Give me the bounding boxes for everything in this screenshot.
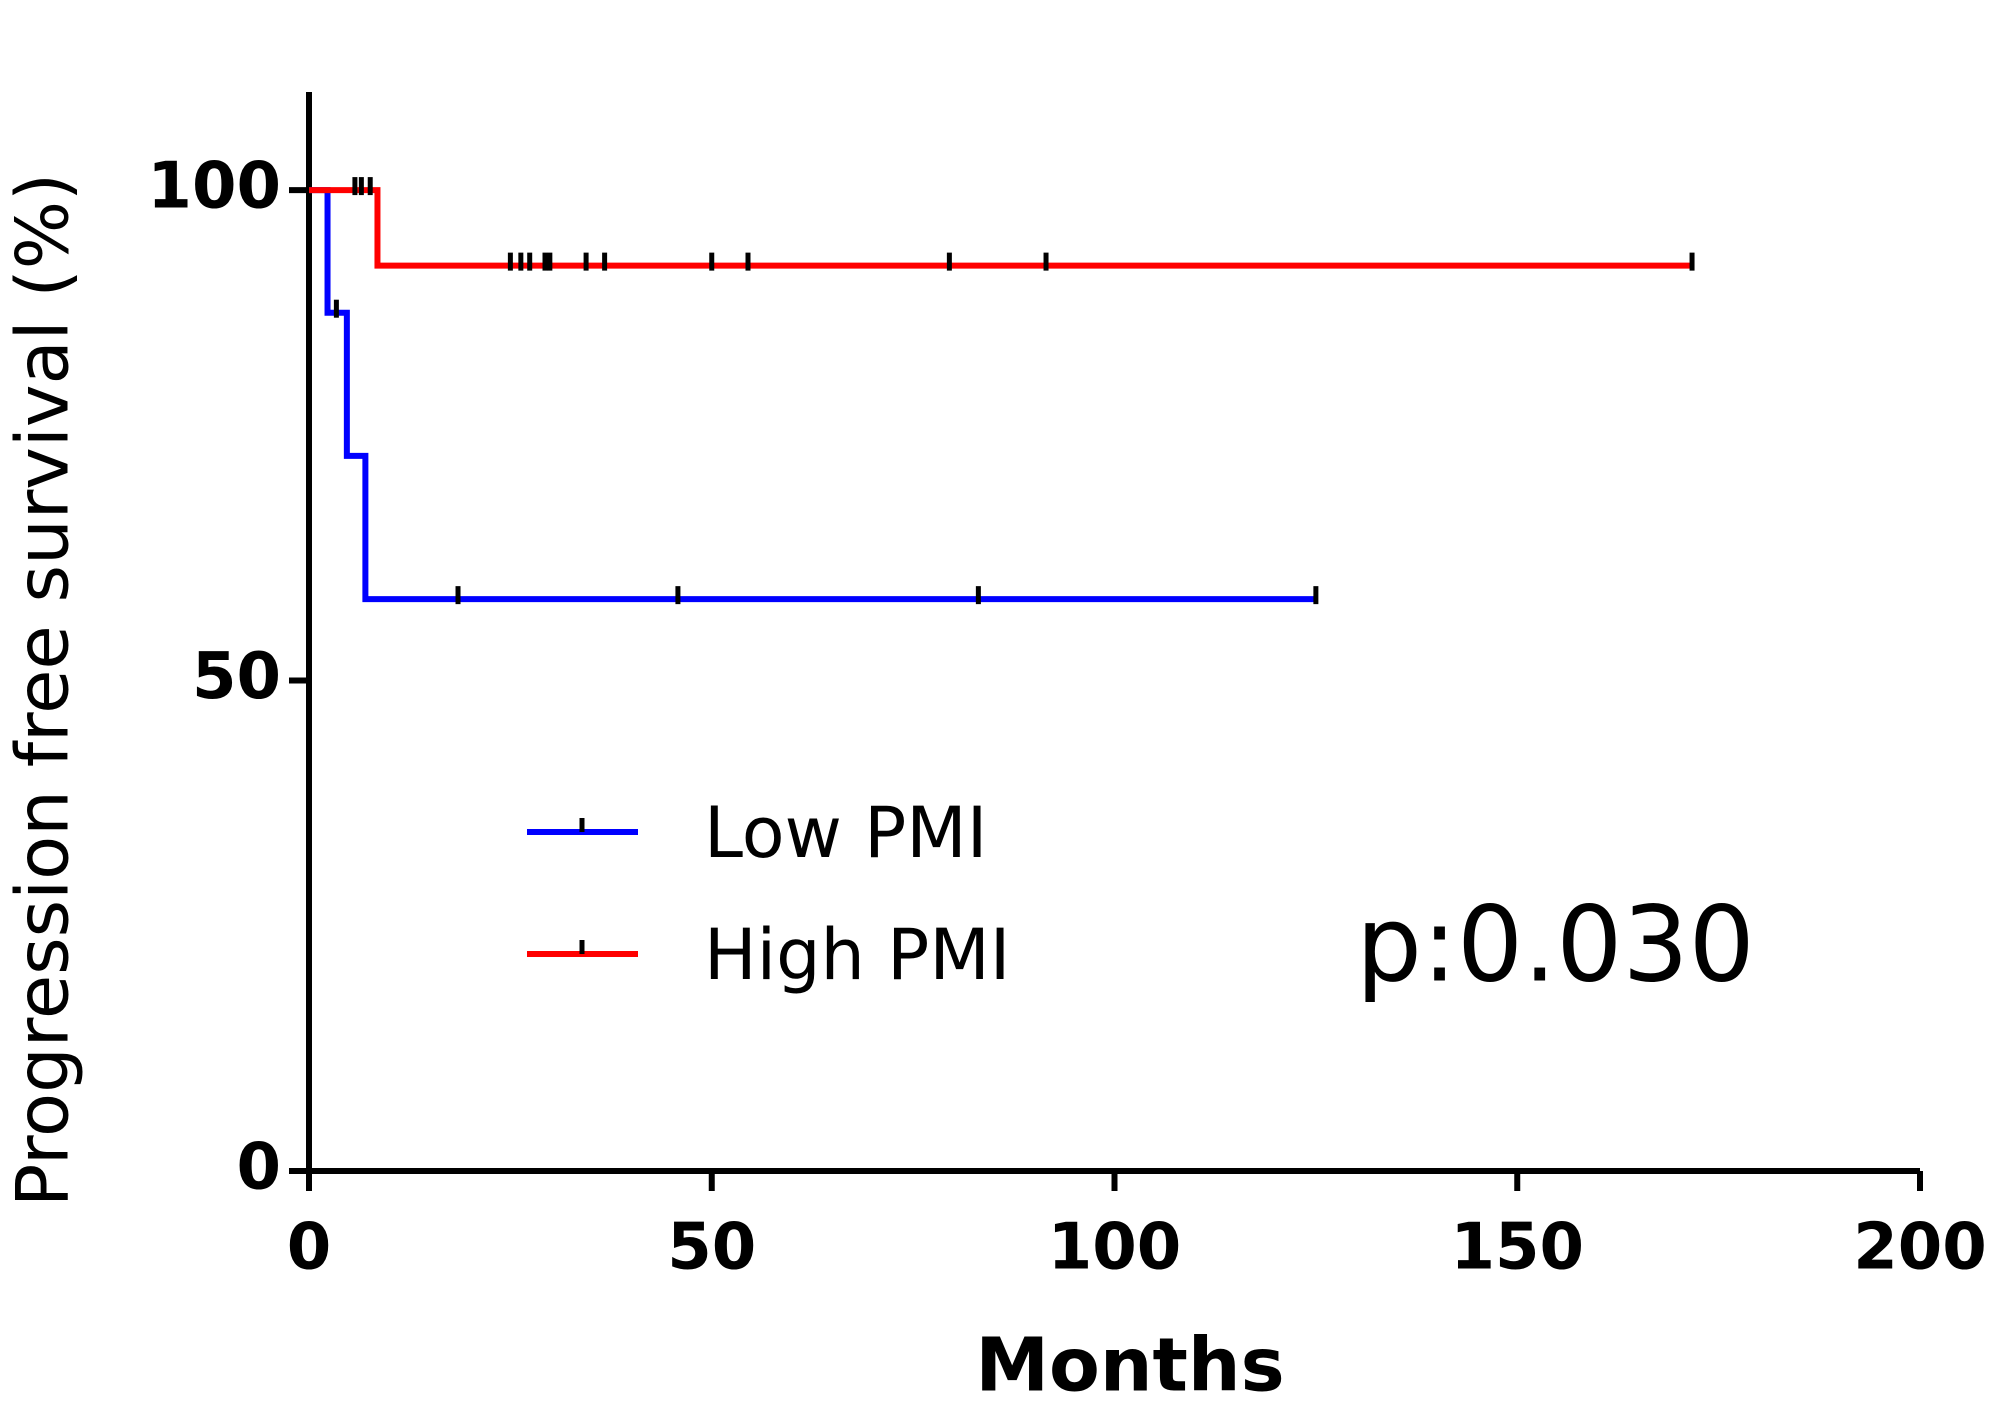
p-value-annotation: p:0.030 xyxy=(1356,883,1755,1005)
x-tick-label: 150 xyxy=(1450,1211,1584,1285)
legend-label: High PMI xyxy=(704,914,1010,996)
y-axis-title: Progression free survival (%) xyxy=(1,173,85,1207)
survival-curve xyxy=(309,187,1316,603)
legend-label: Low PMI xyxy=(704,792,987,874)
x-tick-label: 0 xyxy=(287,1211,332,1285)
y-tick-label: 100 xyxy=(147,150,281,224)
y-tick-label: 0 xyxy=(236,1131,281,1205)
y-tick-label: 50 xyxy=(192,640,281,714)
x-axis-title: Months xyxy=(975,1323,1284,1409)
x-tick-label: 100 xyxy=(1048,1211,1182,1285)
survival-curve xyxy=(309,187,1693,269)
x-tick-label: 200 xyxy=(1853,1211,1987,1285)
x-tick-label: 50 xyxy=(667,1211,756,1285)
